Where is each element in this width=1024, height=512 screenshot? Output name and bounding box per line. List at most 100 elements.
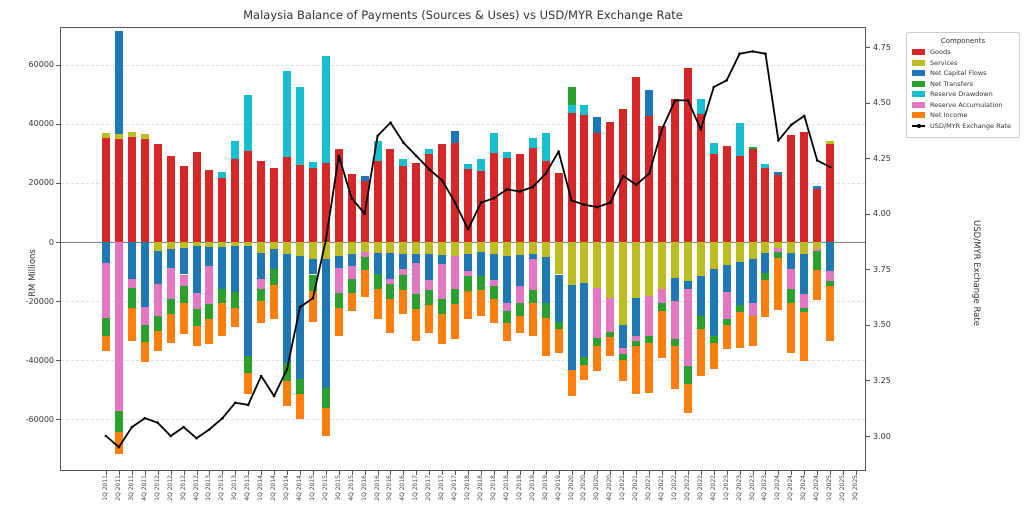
right-axis-tick: [866, 213, 870, 215]
bar-segment: [580, 283, 589, 357]
bar-segment: [179, 286, 188, 303]
bar-segment: [606, 332, 615, 338]
bar-segment: [114, 432, 123, 455]
x-axis-tick: [558, 471, 560, 475]
bar-segment: [140, 139, 149, 242]
bar-segment: [140, 134, 149, 140]
bar-segment: [192, 325, 201, 346]
y-axis-tick-label: -60000: [25, 414, 54, 424]
x-axis-tick-label: 2Q 2021: [632, 475, 640, 501]
bar-segment: [541, 133, 550, 162]
bar-segment: [295, 242, 304, 256]
x-axis-tick: [649, 471, 651, 475]
bar-segment: [231, 242, 240, 247]
right-axis-tick-label: 3.75: [873, 264, 891, 274]
bar-segment: [425, 149, 434, 155]
bar-segment: [813, 242, 822, 250]
gridline: [61, 360, 865, 362]
bar-segment: [632, 242, 641, 299]
bar-segment: [218, 177, 227, 243]
bar-segment: [476, 242, 485, 253]
x-axis-tick-label: 2Q 2025: [839, 475, 847, 501]
x-axis-tick-label: 1Q 2011: [102, 475, 109, 501]
bar-segment: [438, 144, 447, 243]
bar-segment: [205, 265, 214, 305]
legend-swatch: [912, 101, 925, 108]
bar-segment: [308, 162, 317, 168]
bar-segment: [399, 253, 408, 270]
bar-segment: [761, 272, 770, 281]
bar-segment: [554, 242, 563, 275]
bar-segment: [399, 275, 408, 291]
x-axis-tick-label: 2Q 2019: [528, 475, 536, 501]
x-axis-tick-label: 1Q 2020: [567, 475, 575, 501]
x-axis-tick: [519, 471, 521, 475]
right-axis-tick-label: 4.00: [873, 209, 891, 219]
y-axis-tick: [56, 64, 60, 66]
x-axis-tick-label: 2Q 2017: [425, 475, 433, 501]
bar-segment: [321, 242, 330, 260]
bar-segment: [722, 291, 731, 320]
bar-segment: [528, 259, 537, 290]
bar-segment: [632, 345, 641, 395]
bar-segment: [334, 307, 343, 336]
bar-segment: [735, 242, 744, 263]
bar-segment: [800, 242, 809, 255]
right-axis-tick: [866, 269, 870, 271]
x-axis-tick-label: 1Q 2014: [257, 475, 265, 501]
x-axis-tick-label: 1Q 2021: [619, 475, 627, 501]
right-axis-tick-label: 4.25: [873, 153, 891, 163]
x-axis-tick: [157, 471, 159, 475]
bar-segment: [153, 330, 162, 351]
y-axis-label-left: RM Millions: [27, 249, 38, 297]
bar-segment: [425, 154, 434, 243]
x-axis-tick-label: 3Q 2016: [386, 475, 394, 501]
bar-segment: [451, 131, 460, 143]
bar-segment: [425, 242, 434, 255]
x-axis-tick: [455, 471, 457, 475]
x-axis-tick: [791, 471, 793, 475]
bar-segment: [696, 99, 705, 115]
bar-segment: [787, 289, 796, 304]
bar-segment: [476, 171, 485, 243]
bar-segment: [114, 410, 123, 433]
bar-segment: [748, 149, 757, 243]
bar-segment: [373, 253, 382, 275]
bar-segment: [528, 147, 537, 243]
bar-segment: [541, 256, 550, 303]
bar-segment: [360, 257, 369, 271]
y-axis-tick: [56, 301, 60, 303]
x-axis-tick-label: 4Q 2013: [244, 475, 252, 501]
bar-segment: [283, 242, 292, 255]
x-axis-tick-label: 2Q 2022: [683, 475, 691, 501]
bar-segment: [451, 242, 460, 256]
bar-segment: [412, 242, 421, 254]
bar-segment: [102, 318, 110, 336]
legend-item-label: Goods: [930, 48, 951, 56]
bar-segment: [670, 277, 679, 302]
y-axis-label-right: USD/MYR Exchange Rate: [970, 220, 981, 326]
bar-segment: [489, 253, 498, 281]
x-axis-tick-label: 1Q 2024: [774, 475, 782, 501]
x-axis-tick-label: 4Q 2019: [554, 475, 562, 501]
bar-segment: [696, 114, 705, 242]
bar-segment: [360, 252, 369, 258]
bar-segment: [761, 252, 770, 273]
bar-segment: [308, 290, 317, 323]
gridline: [61, 64, 865, 66]
bar-segment: [826, 286, 835, 341]
x-axis-tick: [662, 471, 664, 475]
bar-segment: [489, 280, 498, 286]
bar-segment: [451, 255, 460, 289]
bar-segment: [425, 279, 434, 290]
x-axis-tick-label: 1Q 2017: [412, 475, 420, 501]
bar-segment: [826, 242, 835, 271]
bar-segment: [541, 161, 550, 243]
bar-segment: [593, 337, 602, 347]
bar-segment: [554, 172, 563, 243]
x-axis-tick: [739, 471, 741, 475]
bar-segment: [787, 242, 796, 253]
bar-segment: [347, 254, 356, 266]
bar-segment: [515, 316, 524, 333]
y-axis-tick-label: 60000: [28, 60, 54, 70]
